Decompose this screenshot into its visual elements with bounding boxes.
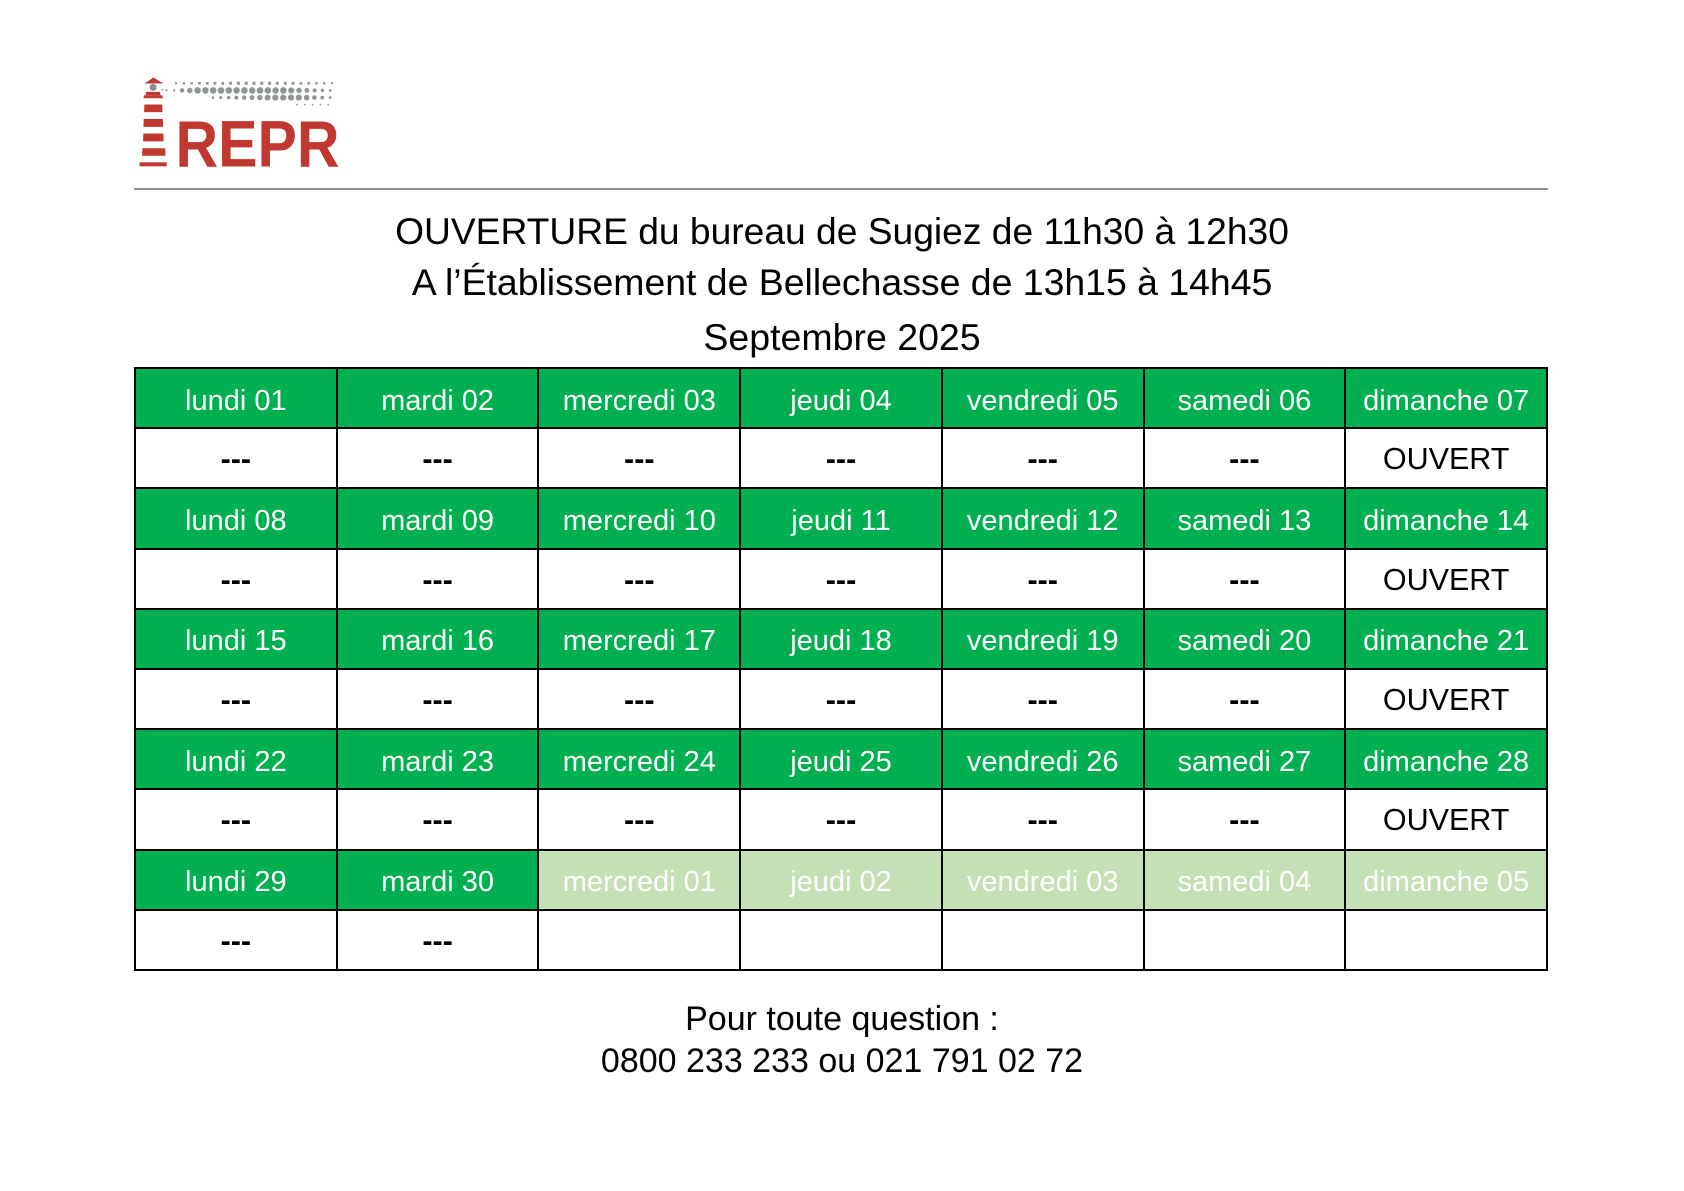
svg-text:REPR: REPR — [176, 106, 340, 180]
